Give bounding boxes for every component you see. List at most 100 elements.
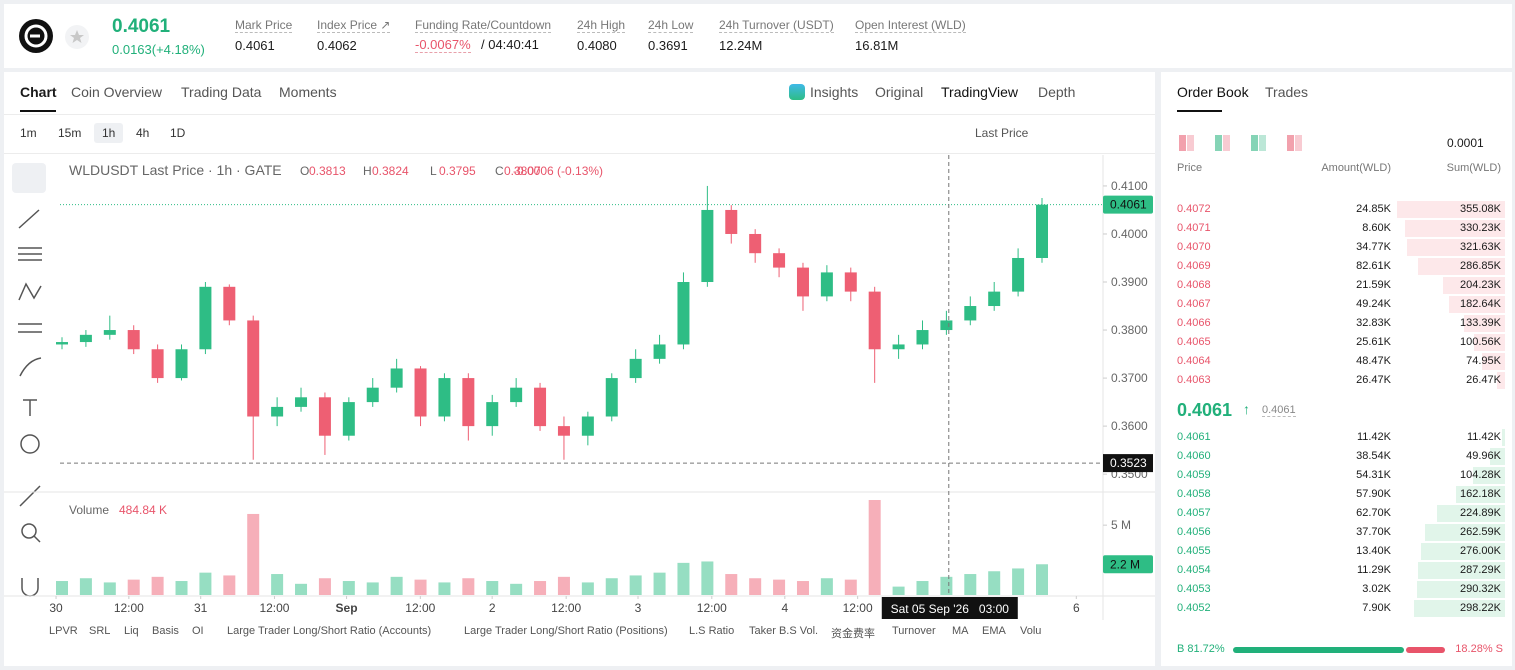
chart-tab[interactable]: Trading Data (181, 84, 262, 100)
interval[interactable]: 4h (136, 126, 150, 140)
book-layout-icon[interactable] (1287, 135, 1294, 151)
indicator[interactable]: LPVR (49, 625, 78, 637)
book-tab[interactable]: Order Book (1177, 84, 1249, 100)
indicator[interactable]: Large Trader Long/Short Ratio (Accounts) (227, 625, 432, 637)
book-price[interactable]: 0.4066 (1177, 317, 1211, 329)
book-layout-icon[interactable] (1259, 135, 1266, 151)
book-layout-icon[interactable] (1179, 135, 1186, 151)
book-tab[interactable]: Trades (1265, 84, 1309, 100)
interval[interactable]: 15m (58, 126, 82, 140)
precision[interactable]: 0.0001 (1447, 136, 1484, 150)
ohlc-value: 0.3807 (504, 164, 541, 178)
volume-bar (1012, 568, 1025, 595)
book-price[interactable]: 0.4069 (1177, 260, 1211, 272)
indicator[interactable]: Basis (152, 625, 179, 637)
price-source[interactable]: Last Price (975, 126, 1029, 140)
header-bar (4, 4, 1512, 68)
indicator[interactable]: L.S Ratio (689, 625, 735, 637)
countdown: / 04:40:41 (481, 37, 539, 52)
x-tick-label: 4 (781, 601, 788, 615)
book-amount: 54.31K (1356, 469, 1391, 481)
volume-bar (988, 571, 1001, 595)
book-layout-icon[interactable] (1251, 135, 1258, 151)
book-price[interactable]: 0.4057 (1177, 507, 1211, 519)
interval[interactable]: 1D (170, 126, 186, 140)
indicator[interactable]: OI (192, 625, 204, 637)
book-price[interactable]: 0.4055 (1177, 545, 1211, 557)
book-layout-icon[interactable] (1187, 135, 1194, 151)
book-amount: 24.85K (1356, 203, 1391, 215)
chart-tab[interactable]: Coin Overview (71, 84, 163, 100)
book-layout-icon[interactable] (1215, 135, 1222, 151)
legend-change: -0.0006 (-0.13%) (513, 164, 604, 178)
buy-ratio: B 81.72% (1177, 643, 1225, 655)
book-price[interactable]: 0.4052 (1177, 602, 1211, 614)
indicator[interactable]: Liq (124, 625, 139, 637)
book-price[interactable]: 0.4053 (1177, 583, 1211, 595)
book-price[interactable]: 0.4058 (1177, 488, 1211, 500)
x-tick-label: 31 (194, 601, 208, 615)
book-price[interactable]: 0.4063 (1177, 374, 1211, 386)
indicator[interactable]: EMA (982, 625, 1006, 637)
book-layout-icon[interactable] (1223, 135, 1230, 151)
current-volume-label: 2.2 M (1110, 557, 1140, 571)
ohlc-key: C (495, 164, 504, 178)
indicator[interactable]: Volu (1020, 625, 1042, 637)
book-price[interactable]: 0.4071 (1177, 222, 1211, 234)
book-layout-icon[interactable] (1295, 135, 1302, 151)
volume-bar (964, 574, 977, 595)
view-tab[interactable]: Original (875, 84, 924, 100)
book-price[interactable]: 0.4059 (1177, 469, 1211, 481)
interval[interactable]: 1m (20, 126, 37, 140)
volume-bar (56, 581, 68, 595)
depth-bar (1489, 448, 1505, 465)
book-price[interactable]: 0.4054 (1177, 564, 1211, 576)
crosshair-tool[interactable] (12, 163, 46, 193)
ai-badge (789, 84, 805, 100)
sell-ratio: 18.28% S (1455, 643, 1503, 655)
interval[interactable]: 1h (94, 123, 124, 143)
view-tab[interactable]: Depth (1038, 84, 1076, 100)
book-price[interactable]: 0.4070 (1177, 241, 1211, 253)
view-tab[interactable]: TradingView (941, 84, 1019, 100)
view-tab[interactable]: Insights (810, 84, 859, 100)
indicator[interactable]: MA (952, 625, 969, 637)
indicator[interactable]: SRL (89, 625, 111, 637)
candle-body (677, 282, 690, 345)
indicator[interactable]: Turnover (892, 625, 936, 637)
book-amount: 57.90K (1356, 488, 1391, 500)
candle-body (271, 406, 284, 417)
book-price[interactable]: 0.4060 (1177, 450, 1211, 462)
indicator[interactable]: Taker B.S Vol. (749, 625, 819, 637)
book-amount: 62.70K (1356, 507, 1391, 519)
price-change: 0.0163(+4.18%) (112, 42, 205, 57)
book-amount: 26.47K (1356, 374, 1391, 386)
book-sum: 355.08K (1460, 203, 1501, 215)
y-tick-label: 0.3600 (1111, 419, 1148, 433)
chart-tab[interactable]: Moments (279, 84, 337, 100)
indicator[interactable]: Large Trader Long/Short Ratio (Positions… (464, 625, 668, 637)
book-price[interactable]: 0.4067 (1177, 298, 1211, 310)
book-price[interactable]: 0.4056 (1177, 526, 1211, 538)
book-price[interactable]: 0.4072 (1177, 203, 1211, 215)
indicator[interactable]: 资金费率 (831, 628, 875, 640)
x-tick-label: 12:00 (114, 601, 144, 615)
book-price[interactable]: 0.4061 (1177, 431, 1211, 443)
book-price[interactable]: 0.4064 (1177, 355, 1211, 367)
x-tick-label: 12:00 (843, 601, 873, 615)
volume-bar (366, 582, 379, 595)
candle-body (414, 368, 427, 417)
book-price[interactable]: 0.4068 (1177, 279, 1211, 291)
book-price[interactable]: 0.4065 (1177, 336, 1211, 348)
depth-bar (1425, 524, 1505, 541)
current-volume-tag (1103, 555, 1153, 574)
chart-tab[interactable]: Chart (20, 84, 57, 100)
col-sum: Sum(WLD) (1446, 162, 1501, 174)
y-tick-label: 0.4000 (1111, 227, 1148, 241)
book-amount: 11.29K (1356, 564, 1391, 576)
favorite-star[interactable] (64, 24, 90, 50)
volume-bar (510, 583, 523, 595)
x-tick-label: 30 (49, 601, 63, 615)
ohlc-value: 0.3824 (372, 164, 409, 178)
stat-label: Mark Price (235, 18, 293, 33)
